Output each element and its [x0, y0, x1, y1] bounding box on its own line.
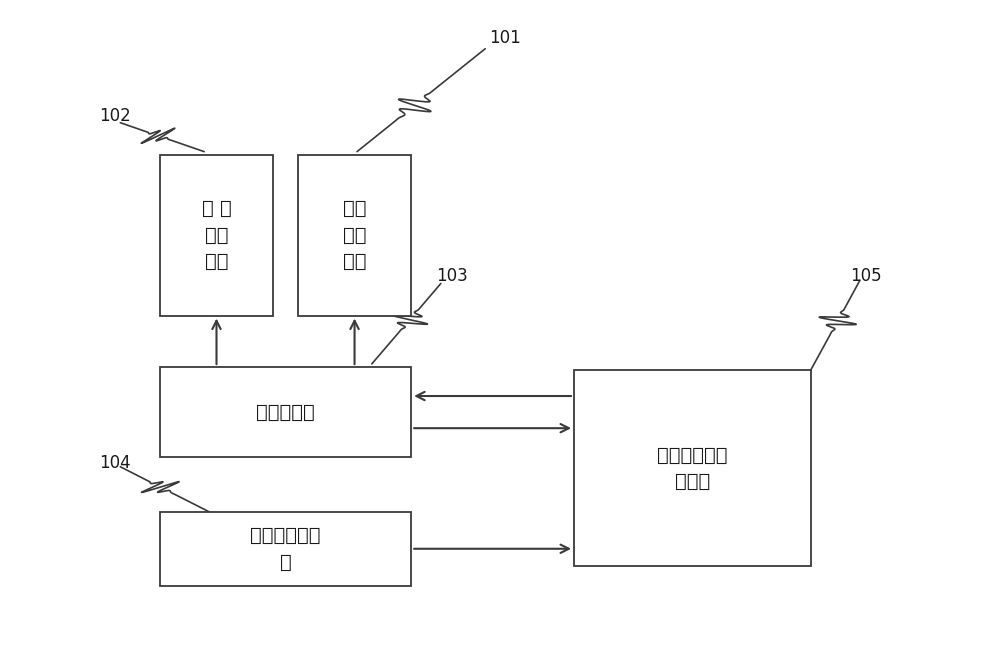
- Text: 压控振荡器: 压控振荡器: [256, 403, 315, 422]
- FancyBboxPatch shape: [160, 367, 411, 457]
- Text: 电 场
测量
单元: 电 场 测量 单元: [202, 199, 231, 271]
- Text: 频率计算及控
制单元: 频率计算及控 制单元: [657, 445, 728, 491]
- FancyBboxPatch shape: [160, 512, 411, 586]
- FancyBboxPatch shape: [574, 371, 811, 566]
- Text: 电流
测量
单元: 电流 测量 单元: [343, 199, 366, 271]
- Text: 102: 102: [99, 106, 130, 125]
- Text: 103: 103: [436, 267, 468, 285]
- FancyBboxPatch shape: [160, 155, 273, 315]
- Text: 105: 105: [850, 267, 882, 285]
- Text: 高精度参考时
钟: 高精度参考时 钟: [250, 526, 321, 572]
- FancyBboxPatch shape: [298, 155, 411, 315]
- Text: 104: 104: [99, 454, 130, 472]
- Text: 101: 101: [489, 30, 521, 47]
